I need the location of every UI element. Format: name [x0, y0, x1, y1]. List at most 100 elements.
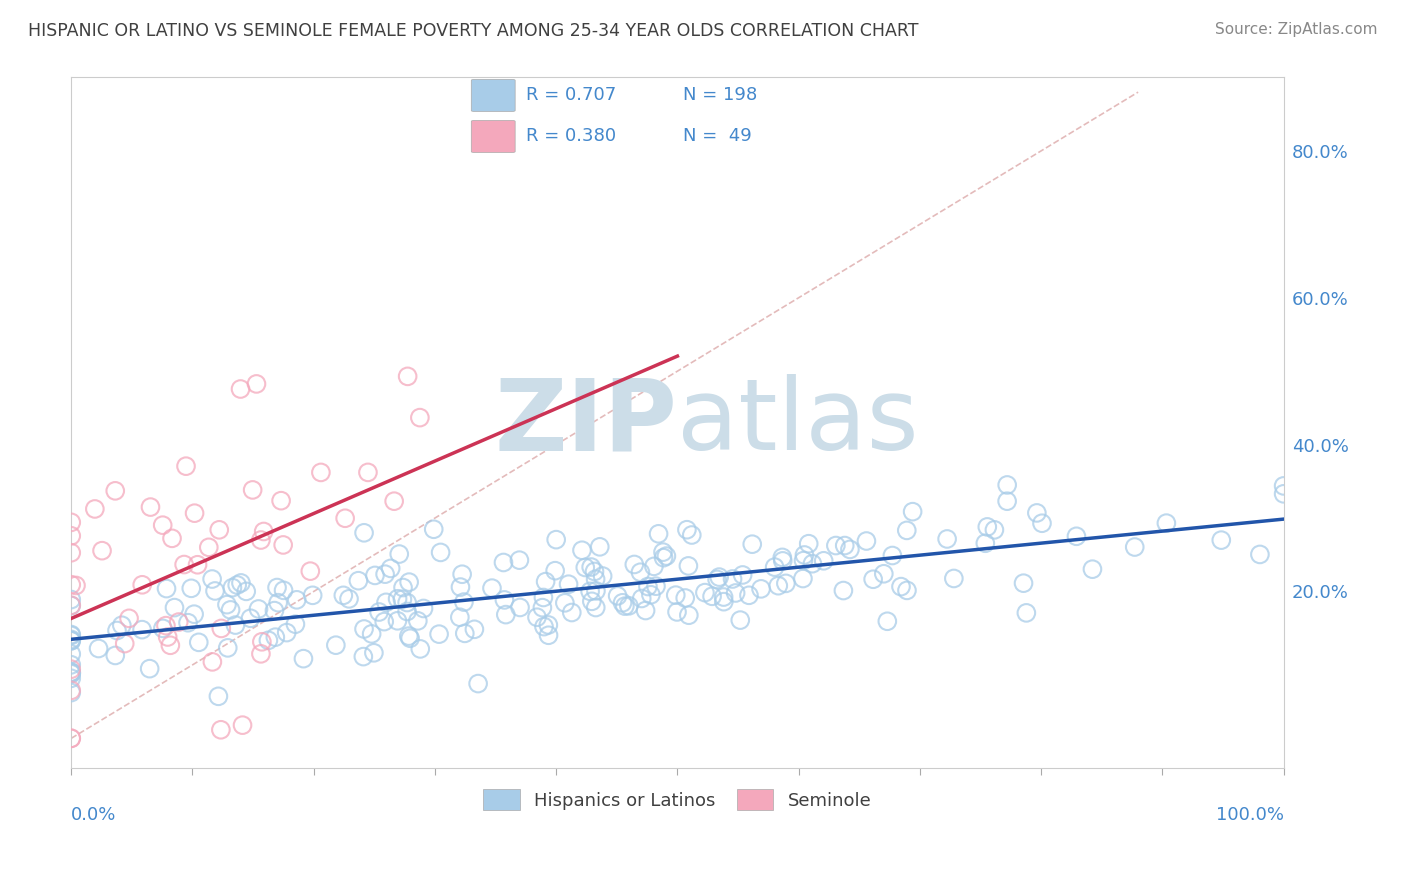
- Point: [114, 637, 136, 651]
- Point: [105, 624, 128, 638]
- Point: [533, 619, 555, 633]
- Point: [1156, 516, 1178, 530]
- Point: [741, 537, 763, 551]
- Point: [60, 647, 83, 661]
- Point: [427, 627, 450, 641]
- Point: [652, 550, 675, 565]
- Point: [183, 607, 205, 622]
- Point: [749, 582, 772, 596]
- Point: [901, 505, 924, 519]
- Point: [60, 683, 83, 698]
- Text: N = 198: N = 198: [683, 87, 758, 104]
- Point: [700, 589, 723, 603]
- Point: [152, 518, 174, 533]
- Point: [187, 635, 209, 649]
- Point: [388, 547, 411, 561]
- Point: [60, 599, 83, 613]
- Point: [995, 478, 1018, 492]
- Point: [266, 581, 288, 595]
- Point: [792, 553, 814, 567]
- Point: [368, 605, 391, 619]
- Point: [131, 623, 153, 637]
- Point: [832, 583, 855, 598]
- Point: [429, 545, 451, 559]
- Point: [574, 560, 596, 574]
- Text: atlas: atlas: [678, 374, 920, 471]
- Point: [299, 564, 322, 578]
- Point: [201, 572, 224, 586]
- Point: [325, 638, 347, 652]
- Point: [91, 543, 114, 558]
- Point: [453, 595, 475, 609]
- Point: [652, 545, 675, 559]
- Point: [617, 599, 640, 613]
- Point: [882, 549, 904, 563]
- Point: [155, 618, 177, 632]
- Point: [229, 382, 252, 396]
- Point: [131, 578, 153, 592]
- Point: [60, 516, 83, 530]
- Point: [155, 582, 177, 596]
- Point: [139, 500, 162, 514]
- Point: [942, 571, 965, 585]
- Point: [309, 466, 332, 480]
- Point: [267, 596, 290, 610]
- Point: [285, 592, 308, 607]
- Point: [801, 557, 824, 571]
- Point: [253, 524, 276, 539]
- Point: [180, 582, 202, 596]
- Text: N =  49: N = 49: [683, 128, 752, 145]
- Point: [738, 588, 761, 602]
- Point: [353, 525, 375, 540]
- Point: [640, 588, 662, 602]
- Point: [454, 626, 477, 640]
- Point: [217, 640, 239, 655]
- Point: [1272, 487, 1295, 501]
- Point: [263, 604, 285, 618]
- Point: [353, 622, 375, 636]
- Point: [1249, 548, 1271, 562]
- Point: [862, 572, 884, 586]
- Point: [797, 537, 820, 551]
- Point: [1272, 479, 1295, 493]
- Point: [676, 523, 699, 537]
- Point: [589, 540, 612, 554]
- Point: [396, 605, 419, 619]
- Point: [412, 601, 434, 615]
- Point: [60, 529, 83, 543]
- Point: [60, 665, 83, 680]
- Point: [1015, 606, 1038, 620]
- Point: [713, 595, 735, 609]
- Point: [60, 633, 83, 648]
- Point: [60, 685, 83, 699]
- FancyBboxPatch shape: [471, 79, 515, 112]
- Point: [60, 731, 83, 746]
- Point: [250, 634, 273, 648]
- Point: [224, 618, 246, 632]
- Point: [111, 618, 134, 632]
- Point: [537, 618, 560, 632]
- Point: [276, 625, 298, 640]
- Point: [60, 671, 83, 685]
- Legend: Hispanics or Latinos, Seminole: Hispanics or Latinos, Seminole: [477, 782, 879, 817]
- Point: [1031, 516, 1053, 531]
- Point: [546, 533, 568, 547]
- Point: [219, 603, 242, 617]
- Point: [363, 646, 385, 660]
- Point: [159, 638, 181, 652]
- Point: [60, 657, 83, 672]
- Point: [333, 511, 356, 525]
- Point: [492, 556, 515, 570]
- Point: [1066, 529, 1088, 543]
- Point: [1123, 540, 1146, 554]
- Point: [396, 595, 419, 609]
- Point: [292, 651, 315, 665]
- Point: [60, 666, 83, 681]
- Point: [890, 580, 912, 594]
- Point: [583, 565, 606, 579]
- Point: [643, 559, 665, 574]
- Point: [284, 617, 307, 632]
- Point: [60, 627, 83, 641]
- Point: [449, 580, 471, 594]
- Point: [60, 632, 83, 647]
